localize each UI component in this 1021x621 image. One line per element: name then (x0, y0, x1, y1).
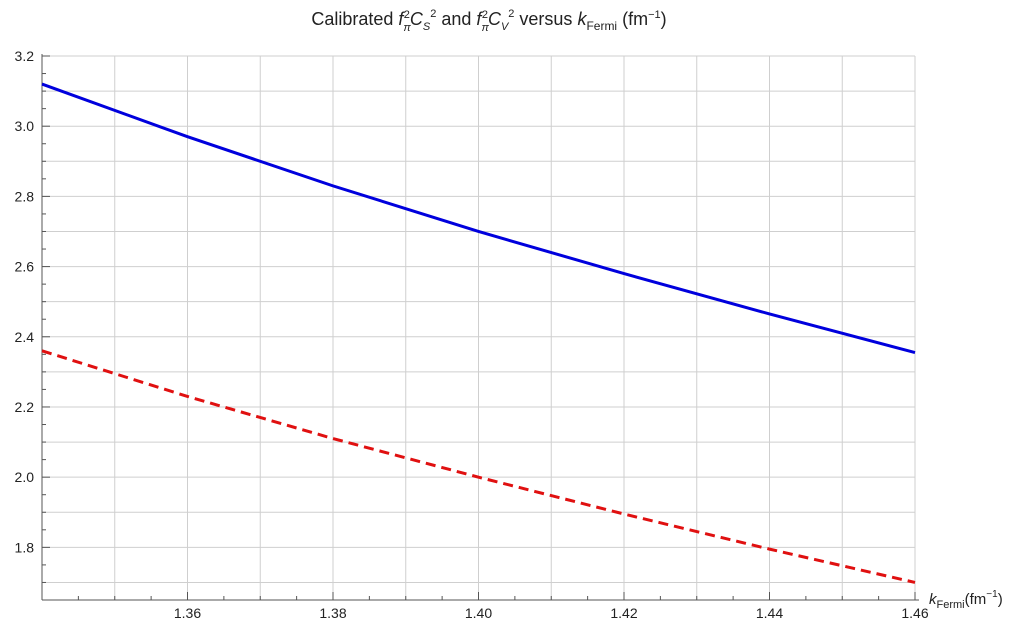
x-tick-label: 1.38 (319, 605, 346, 621)
x-tick-label: 1.44 (756, 605, 783, 621)
y-tick-label: 3.2 (15, 48, 35, 64)
x-tick-label: 1.36 (174, 605, 201, 621)
y-tick-label: 2.8 (15, 188, 35, 204)
x-tick-label: 1.40 (465, 605, 492, 621)
x-tick-labels: 1.36 1.38 1.40 1.42 1.44 1.46 (174, 605, 929, 621)
y-tick-label: 2.0 (15, 469, 35, 485)
series-lines (41, 82, 916, 584)
x-axis-label: kFermi(fm−1) (929, 589, 1003, 611)
x-tick-label: 1.46 (901, 605, 928, 621)
y-tick-label: 2.2 (15, 399, 35, 415)
x-tick-label: 1.42 (610, 605, 637, 621)
y-tick-label: 2.4 (15, 329, 35, 345)
gridlines (41, 55, 916, 600)
axes (41, 54, 919, 601)
y-tick-labels: 1.8 2.0 2.2 2.4 2.6 2.8 3.0 3.2 (15, 48, 35, 555)
series-line-dashed (41, 349, 916, 584)
y-tick-label: 1.8 (15, 539, 35, 555)
y-tick-label: 2.6 (15, 259, 35, 275)
chart-title: Calibrated fπ2CS2 and fπ2CV2 versus kFer… (311, 8, 666, 34)
series-line-solid (41, 82, 916, 355)
y-tick-label: 3.0 (15, 118, 35, 134)
